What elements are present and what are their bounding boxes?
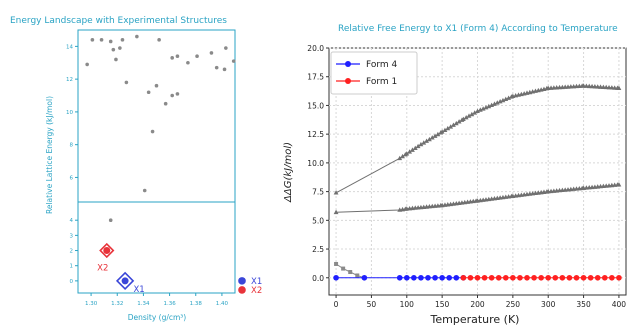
left-lower-y-tick-label: 1 [70, 264, 74, 270]
structure-x2-diamond [99, 242, 115, 259]
left-upper-y-tick-label: 12 [66, 77, 73, 83]
left-x-tick-label: 1.30 [85, 301, 98, 307]
structure-x1-label: X1 [133, 285, 144, 295]
structure-x2-point [103, 247, 111, 255]
predicted-structure-point [85, 62, 89, 67]
predicted-structure-point [118, 46, 122, 50]
predicted-structure-point [108, 39, 113, 44]
left-upper-y-tick-label: 14 [66, 44, 73, 50]
predicted-structure-point [114, 57, 118, 62]
left-x-tick-label: 1.40 [216, 301, 229, 307]
predicted-structure-point [90, 38, 95, 42]
left-x-tick-label: 1.38 [190, 301, 203, 307]
predicted-structure-point [163, 101, 168, 106]
structure-x1-diamond [115, 271, 135, 290]
predicted-structure-point [175, 92, 180, 96]
left-x-tick-label: 1.32 [111, 301, 123, 307]
left-lower-y-tick-label: 0 [70, 279, 74, 285]
lower-plot-frame [77, 201, 236, 294]
left-x-axis-label: Density (g/cm³) [128, 313, 187, 322]
left-lower-y-tick-label: 3 [70, 233, 74, 239]
predicted-structure-point [195, 54, 199, 59]
predicted-structure-point [175, 54, 180, 59]
predicted-structure-point [170, 56, 174, 60]
predicted-structure-point [124, 80, 129, 85]
predicted-structure-point [214, 65, 219, 70]
predicted-structure-point [146, 90, 151, 95]
predicted-structure-point [120, 38, 125, 42]
predicted-structure-point [142, 188, 147, 193]
predicted-structure-point [154, 83, 159, 88]
predicted-structure-point [231, 59, 236, 63]
predicted-structure-point [111, 47, 116, 52]
left-x-tick-label: 1.36 [163, 301, 176, 307]
left-y-axis-label: Relative Lattice Energy (kJ/mol) [45, 96, 54, 214]
predicted-structure-point [209, 51, 214, 55]
structure-x2-label: X2 [97, 264, 108, 274]
structure-x1-point [121, 277, 129, 285]
side-marker-x2-label: X2 [251, 286, 262, 296]
left-lower-y-tick-label: 2 [70, 249, 74, 255]
predicted-structure-point [224, 46, 228, 50]
left-upper-y-tick-label: 8 [70, 143, 74, 149]
left-upper-y-tick-label: 6 [70, 175, 74, 181]
predicted-structure-point [170, 93, 174, 98]
side-marker-x1 [238, 277, 246, 285]
side-marker-x2 [238, 286, 246, 294]
predicted-structure-point [222, 67, 227, 72]
left-lower-y-tick-label: 4 [70, 218, 74, 224]
predicted-structure-point [108, 218, 113, 222]
predicted-structure-point [186, 60, 190, 65]
predicted-structure-point [99, 38, 104, 42]
side-marker-x1-label: X1 [251, 277, 262, 287]
left-chart-title: Energy Landscape with Experimental Struc… [10, 16, 227, 26]
left-upper-y-tick-label: 10 [66, 110, 73, 116]
predicted-structure-point [150, 129, 155, 134]
predicted-structure-point [157, 38, 161, 42]
predicted-structure-point [135, 34, 139, 39]
upper-plot-frame [77, 29, 236, 203]
left-x-tick-label: 1.34 [137, 301, 150, 307]
